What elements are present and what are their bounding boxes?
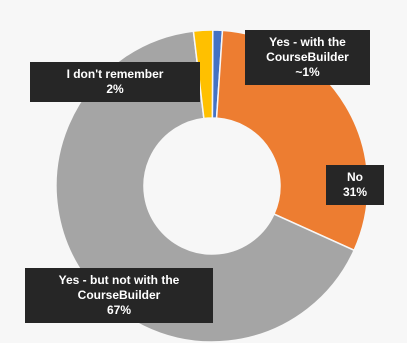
data-label: Yes - but not with the CourseBuilder 67%: [25, 268, 213, 323]
data-label: Yes - with the CourseBuilder ~1%: [245, 30, 370, 85]
value-label: ~1%: [295, 65, 320, 79]
data-label: No 31%: [326, 165, 384, 205]
category-label: Yes - but not with the CourseBuilder: [58, 273, 180, 302]
value-label: 2%: [106, 82, 124, 96]
category-label: No: [347, 170, 363, 184]
data-label: I don't remember 2%: [30, 62, 200, 102]
category-label: Yes - with the CourseBuilder: [266, 35, 349, 64]
value-label: 67%: [106, 303, 132, 317]
value-label: 31%: [342, 185, 368, 199]
category-label: I don't remember: [66, 67, 164, 81]
donut-slice: [192, 29, 214, 120]
